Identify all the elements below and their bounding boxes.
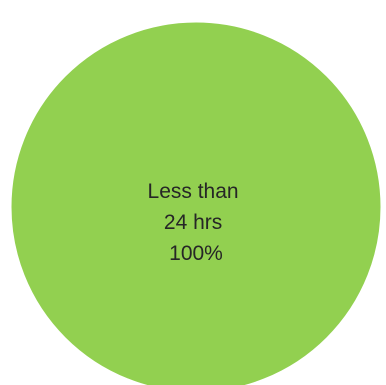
- slice-label-percent: 100%: [169, 242, 223, 265]
- pie-slice-1: [10, 21, 382, 385]
- pie-slices: [10, 21, 382, 385]
- slice-label: Less than 24 hrs 100%: [148, 180, 245, 265]
- slice-label-line-2: 24 hrs: [164, 211, 222, 234]
- slice-label-line-1: Less than: [148, 180, 239, 203]
